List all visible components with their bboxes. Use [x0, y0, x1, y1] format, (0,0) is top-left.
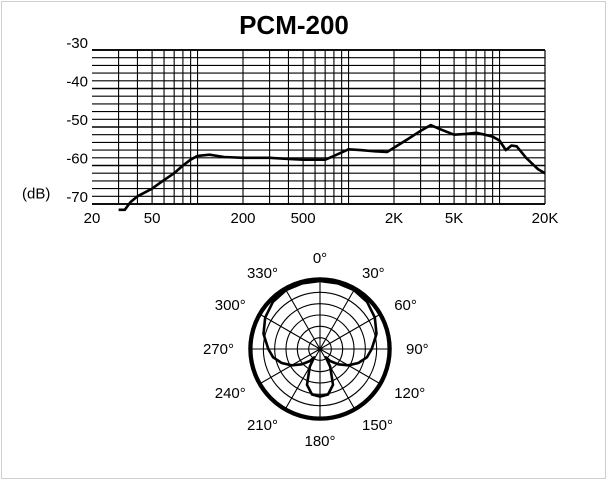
polar-pattern-chart: 0° 30° 60° 90° 120°150° 180° 210°240° 270° 300°3…	[203, 250, 429, 450]
polar-spoke	[319, 289, 355, 350]
polar-angle-label: 330°	[247, 265, 278, 282]
polar-spoke	[260, 314, 321, 350]
polar-pattern-curve	[262, 279, 378, 398]
y-tick-label: -40	[66, 74, 88, 91]
polar-spoke	[285, 289, 321, 350]
y-tick-label: -50	[66, 112, 88, 129]
x-tick-label: 500	[291, 210, 316, 227]
x-tick-label: 20K	[532, 210, 559, 227]
y-tick-label: -30	[66, 35, 88, 52]
frequency-response-chart: -30 -40 -50 -60 -70 (dB) 20 50 200 500 2K 5K 20K	[22, 35, 558, 227]
polar-angle-label: 210°	[247, 417, 278, 434]
x-tick-label: 50	[144, 210, 161, 227]
chart-title: PCM-200	[239, 10, 349, 40]
polar-outer-ring	[248, 277, 392, 421]
y-tick-label: -70	[66, 189, 88, 206]
y-unit-label: (dB)	[22, 185, 50, 202]
polar-angle-label: 240°	[215, 385, 246, 402]
polar-angle-label: 150°	[362, 417, 393, 434]
polar-angle-label: 30°	[362, 265, 385, 282]
polar-angle-label: 270°	[203, 341, 234, 358]
polar-angle-label: 180°	[304, 433, 335, 450]
x-tick-label: 5K	[445, 210, 463, 227]
y-tick-label: -60	[66, 151, 88, 168]
polar-angle-label: 300°	[215, 297, 246, 314]
x-tick-label: 2K	[385, 210, 403, 227]
polar-angle-label: 60°	[394, 297, 417, 314]
x-tick-label: 200	[230, 210, 255, 227]
polar-angle-label: 120°	[394, 385, 425, 402]
polar-angle-label: 90°	[406, 341, 429, 358]
polar-spoke	[319, 314, 380, 350]
x-tick-label: 20	[84, 210, 101, 227]
frequency-response-curve	[118, 123, 546, 212]
polar-angle-label: 0°	[313, 250, 327, 267]
